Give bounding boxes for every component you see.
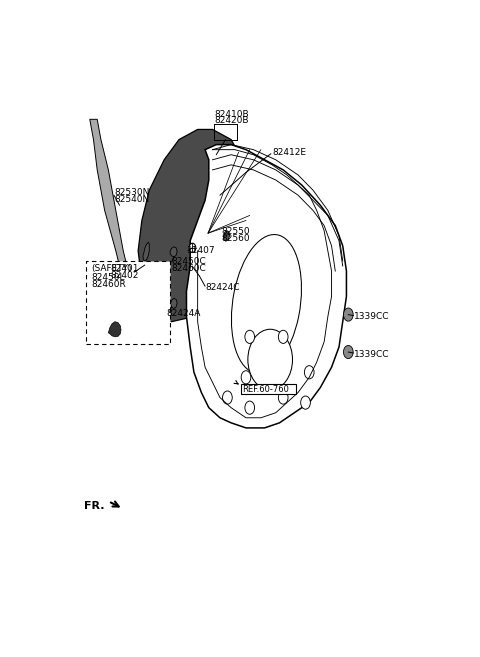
Text: 82560: 82560 bbox=[222, 234, 251, 242]
Polygon shape bbox=[170, 247, 177, 257]
Circle shape bbox=[245, 330, 254, 344]
Circle shape bbox=[304, 366, 314, 379]
Polygon shape bbox=[90, 120, 142, 322]
Circle shape bbox=[241, 371, 251, 384]
Text: 82420B: 82420B bbox=[215, 116, 249, 125]
Circle shape bbox=[278, 391, 288, 404]
Text: 82460C: 82460C bbox=[172, 264, 206, 273]
Text: 82460R: 82460R bbox=[92, 280, 126, 288]
Circle shape bbox=[223, 391, 232, 404]
Polygon shape bbox=[186, 145, 347, 428]
Text: 82450L: 82450L bbox=[92, 273, 125, 282]
Circle shape bbox=[245, 401, 254, 415]
Ellipse shape bbox=[248, 329, 292, 390]
Text: 82410B: 82410B bbox=[215, 110, 249, 119]
Circle shape bbox=[344, 308, 353, 321]
Ellipse shape bbox=[231, 235, 301, 373]
Bar bbox=[241, 384, 296, 394]
Polygon shape bbox=[224, 231, 229, 241]
Circle shape bbox=[278, 330, 288, 344]
Circle shape bbox=[300, 396, 311, 409]
Text: REF.60-760: REF.60-760 bbox=[242, 386, 289, 394]
Polygon shape bbox=[170, 298, 177, 309]
Polygon shape bbox=[143, 242, 149, 261]
Text: 1339CC: 1339CC bbox=[354, 350, 389, 359]
Text: 82401: 82401 bbox=[110, 264, 139, 273]
Text: 82402: 82402 bbox=[110, 271, 139, 280]
Text: 82530N: 82530N bbox=[114, 188, 149, 197]
Text: 82424C: 82424C bbox=[205, 283, 240, 292]
FancyBboxPatch shape bbox=[86, 261, 170, 344]
Polygon shape bbox=[138, 129, 246, 322]
Text: 82424A: 82424A bbox=[166, 309, 200, 318]
Text: 1339CC: 1339CC bbox=[354, 312, 389, 321]
Text: 82550: 82550 bbox=[222, 227, 251, 236]
Text: FR.: FR. bbox=[84, 501, 105, 511]
Text: 11407: 11407 bbox=[186, 246, 215, 256]
Text: 82412E: 82412E bbox=[272, 148, 306, 156]
Text: 82540N: 82540N bbox=[114, 194, 149, 204]
Text: 82450C: 82450C bbox=[172, 258, 206, 267]
Circle shape bbox=[189, 243, 196, 252]
Text: (SAFETY): (SAFETY) bbox=[92, 264, 132, 273]
Polygon shape bbox=[144, 261, 149, 273]
Polygon shape bbox=[108, 322, 121, 337]
Circle shape bbox=[344, 346, 353, 359]
